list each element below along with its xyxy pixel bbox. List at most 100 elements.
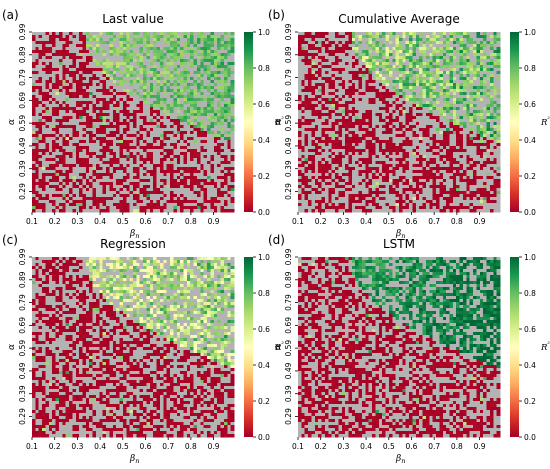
heatmap-cell: [170, 134, 174, 138]
heatmap-cell: [348, 71, 353, 75]
heatmap-cell: [95, 137, 100, 141]
heatmap-cell: [190, 38, 194, 42]
heatmap-cell: [358, 92, 363, 96]
heatmap-cell: [311, 32, 316, 36]
heatmap-cell: [112, 116, 117, 120]
heatmap-cell: [69, 137, 73, 141]
heatmap-cell: [180, 173, 184, 177]
heatmap-cell: [186, 110, 191, 114]
heatmap-cell: [58, 209, 63, 213]
heatmap-cell: [207, 176, 211, 180]
heatmap-cell: [439, 35, 444, 39]
heatmap-cell: [102, 95, 107, 99]
heatmap-cell: [119, 161, 124, 165]
heatmap-cell: [439, 65, 444, 69]
heatmap-cell: [385, 53, 390, 57]
heatmap-cell: [35, 95, 40, 99]
heatmap-cell: [173, 62, 178, 66]
heatmap-cell: [89, 191, 93, 195]
heatmap-cell: [99, 119, 103, 123]
heatmap-cell: [79, 86, 83, 90]
heatmap-cell: [318, 32, 322, 36]
heatmap-cell: [42, 35, 46, 39]
heatmap-cell: [139, 95, 144, 99]
heatmap-cell: [449, 59, 454, 63]
heatmap-cell: [190, 101, 194, 105]
heatmap-cell: [38, 125, 43, 129]
heatmap-cell: [149, 125, 154, 129]
heatmap-cell: [355, 44, 359, 48]
heatmap-cell: [409, 41, 413, 45]
heatmap-cell: [72, 164, 77, 168]
heatmap-cell: [331, 92, 336, 96]
heatmap-cell: [436, 62, 440, 66]
heatmap-cell: [116, 32, 120, 36]
heatmap-cell: [42, 122, 46, 126]
heatmap-cell: [193, 137, 198, 141]
heatmap-cell: [146, 119, 151, 123]
heatmap-cell: [308, 83, 312, 87]
heatmap-cell: [72, 80, 77, 84]
heatmap-cell: [230, 107, 235, 111]
heatmap-cell: [112, 143, 117, 147]
heatmap-cell: [200, 101, 204, 105]
heatmap-cell: [180, 104, 184, 108]
heatmap-cell: [183, 50, 188, 54]
heatmap-cell: [69, 152, 73, 156]
heatmap-cell: [207, 113, 211, 117]
heatmap-cell: [456, 86, 460, 90]
heatmap-cell: [102, 71, 107, 75]
heatmap-cell: [48, 122, 53, 126]
heatmap-cell: [166, 173, 171, 177]
heatmap-cell: [220, 35, 225, 39]
heatmap-cell: [378, 41, 383, 45]
heatmap-cell: [149, 149, 154, 153]
heatmap-cell: [92, 113, 97, 117]
heatmap-cell: [95, 200, 100, 204]
heatmap-cell: [75, 68, 80, 72]
heatmap-cell: [217, 137, 221, 141]
heatmap-cell: [220, 122, 225, 126]
heatmap-cell: [146, 206, 151, 210]
heatmap-cell: [210, 134, 215, 138]
heatmap-cell: [308, 38, 312, 42]
heatmap-cell: [335, 53, 339, 57]
heatmap-cell: [116, 146, 120, 150]
heatmap-cell: [119, 179, 124, 183]
heatmap-cell: [375, 35, 380, 39]
heatmap-cell: [173, 206, 178, 210]
heatmap-cell: [186, 116, 191, 120]
heatmap-cell: [493, 41, 497, 45]
heatmap-cell: [338, 83, 343, 87]
heatmap-cell: [422, 71, 427, 75]
heatmap-cell: [45, 194, 50, 198]
heatmap-cell: [42, 200, 46, 204]
heatmap-cell: [116, 44, 120, 48]
heatmap-cell: [318, 38, 322, 42]
heatmap-cell: [32, 149, 36, 153]
heatmap-cell: [116, 182, 120, 186]
heatmap-cell: [392, 86, 396, 90]
heatmap-cell: [99, 101, 103, 105]
heatmap-cell: [210, 152, 215, 156]
heatmap-cell: [223, 71, 228, 75]
heatmap-cell: [200, 158, 204, 162]
heatmap-cell: [119, 62, 124, 66]
heatmap-cell: [129, 86, 134, 90]
heatmap-cell: [479, 92, 484, 96]
heatmap-cell: [210, 104, 215, 108]
heatmap-cell: [153, 38, 157, 42]
heatmap-cell: [62, 128, 66, 132]
heatmap-cell: [62, 104, 66, 108]
heatmap-cell: [72, 188, 77, 192]
heatmap-cell: [338, 95, 343, 99]
heatmap-cell: [324, 59, 329, 63]
heatmap-cell: [456, 47, 460, 51]
heatmap-cell: [419, 59, 423, 63]
heatmap-cell: [136, 98, 141, 102]
heatmap-cell: [210, 83, 215, 87]
heatmap-cell: [459, 77, 464, 81]
heatmap-cell: [45, 146, 50, 150]
heatmap-cell: [345, 86, 349, 90]
heatmap-cell: [318, 92, 322, 96]
